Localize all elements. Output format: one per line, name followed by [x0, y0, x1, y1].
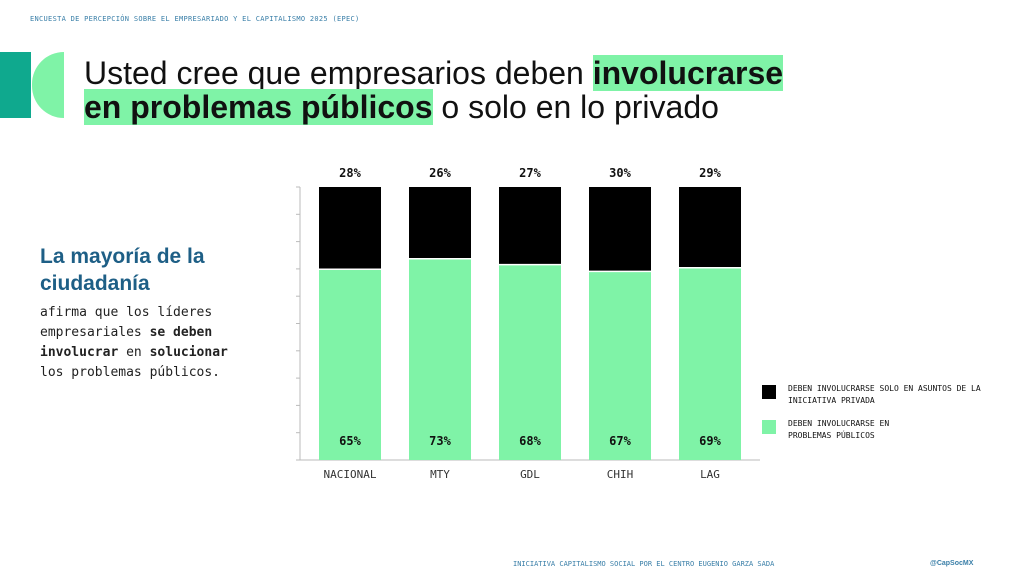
page-title: Usted cree que empresarios deben involuc…	[84, 55, 784, 125]
data-label-private: 29%	[699, 166, 721, 180]
title-highlight: involucrarse	[592, 55, 784, 91]
legend-item-public: DEBEN INVOLUCRARSE EN PROBLEMAS PÚBLICOS	[762, 418, 928, 442]
bar-public	[679, 267, 741, 460]
bar-private	[589, 187, 651, 272]
bar-private	[499, 187, 561, 265]
text: en	[118, 345, 150, 360]
side-note: La mayoría de la ciudadanía afirma que l…	[40, 243, 240, 383]
data-label-public: 68%	[519, 434, 541, 448]
title-text: Usted cree que empresarios deben	[84, 55, 593, 91]
data-label-private: 28%	[339, 166, 361, 180]
text: los problemas públicos.	[40, 365, 221, 380]
bar-public	[499, 264, 561, 460]
bar-public	[409, 258, 471, 460]
data-label-public: 73%	[429, 434, 451, 448]
legend-swatch	[762, 385, 776, 399]
footer-text: INICIATIVA CAPITALISMO SOCIAL POR EL CEN…	[513, 560, 775, 568]
bar-private	[409, 187, 471, 259]
legend-swatch	[762, 420, 776, 434]
x-tick-label: MTY	[430, 468, 450, 481]
bold-text: se deben involucrar	[40, 325, 213, 360]
social-handle: @CapSocMX	[930, 560, 974, 567]
title-text: o solo en lo privado	[432, 89, 719, 125]
bold-text: solucionar	[149, 345, 228, 360]
bar-private	[319, 187, 381, 270]
bar-public	[319, 269, 381, 460]
x-tick-label: NACIONAL	[324, 468, 377, 481]
bar-private	[679, 187, 741, 268]
legend-label: DEBEN INVOLUCRARSE EN PROBLEMAS PÚBLICOS	[788, 419, 890, 440]
survey-name: ENCUESTA DE PERCEPCIÓN SOBRE EL EMPRESAR…	[30, 15, 360, 23]
bar-public	[589, 271, 651, 460]
legend-label: DEBEN INVOLUCRARSE SOLO EN ASUNTOS DE LA…	[788, 384, 981, 405]
data-label-public: 65%	[339, 434, 361, 448]
side-text: afirma que los líderes empresariales se …	[40, 303, 240, 383]
data-label-public: 67%	[609, 434, 631, 448]
data-label-public: 69%	[699, 434, 721, 448]
x-tick-label: GDL	[520, 468, 540, 481]
text: afirma que los líderes empresariales	[40, 305, 213, 340]
x-tick-label: CHIH	[607, 468, 634, 481]
logo-block	[0, 52, 31, 118]
legend-item-private: DEBEN INVOLUCRARSE SOLO EN ASUNTOS DE LA…	[762, 383, 988, 407]
title-highlight: en problemas públicos	[84, 89, 433, 125]
x-tick-label: LAG	[700, 468, 720, 481]
data-label-private: 30%	[609, 166, 631, 180]
side-heading: La mayoría de la ciudadanía	[40, 245, 205, 295]
data-label-private: 27%	[519, 166, 541, 180]
data-label-private: 26%	[429, 166, 451, 180]
